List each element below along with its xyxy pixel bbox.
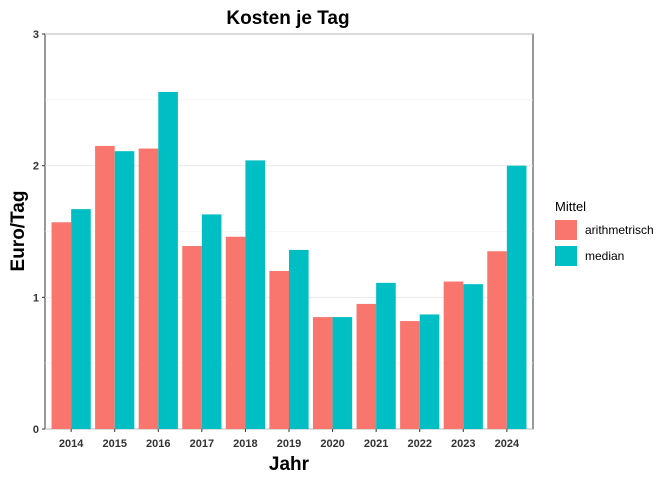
bar-median-2022 — [419, 314, 440, 429]
bar-median-2016 — [158, 91, 178, 429]
bar-arithmetrisch-2019 — [269, 271, 289, 429]
x-tick-label: 2014 — [59, 438, 84, 450]
x-tick-label: 2018 — [233, 438, 257, 450]
x-tick-label: 2021 — [364, 438, 388, 450]
bar-arithmetrisch-2020 — [312, 317, 333, 429]
legend-title: Mittel — [555, 199, 586, 214]
bar-median-2023 — [463, 284, 483, 429]
bar-arithmetrisch-2016 — [138, 148, 159, 430]
y-tick-label: 2 — [33, 161, 39, 173]
y-tick-label: 0 — [33, 424, 39, 436]
bars — [51, 91, 527, 430]
bar-median-2014 — [71, 209, 91, 429]
legend-label-median: median — [585, 249, 624, 263]
bar-median-2018 — [245, 160, 266, 429]
bar-arithmetrisch-2015 — [95, 145, 115, 429]
legend: Mittel arithmetrisch median — [555, 199, 654, 266]
x-axis-ticks: 2014 2015 2016 2017 2018 2019 2020 2021 2022 2023… — [59, 429, 520, 450]
legend-label-arithmetrisch: arithmetrisch — [585, 223, 654, 237]
x-tick-label: 2016 — [146, 438, 170, 450]
bar-median-2017 — [201, 214, 222, 429]
bar-arithmetrisch-2014 — [51, 222, 72, 429]
x-tick-label: 2022 — [407, 438, 431, 450]
y-tick-label: 3 — [33, 29, 39, 41]
x-tick-label: 2024 — [495, 438, 520, 450]
chart-title: Kosten je Tag — [226, 8, 349, 29]
legend-swatch-arithmetrisch — [555, 220, 577, 240]
y-axis-title: Euro/Tag — [8, 191, 29, 272]
x-tick-label: 2020 — [320, 438, 344, 450]
bar-median-2024 — [506, 165, 527, 429]
bar-arithmetrisch-2021 — [356, 303, 377, 429]
bar-median-2020 — [332, 317, 353, 429]
legend-swatch-median — [555, 246, 577, 266]
bar-median-2019 — [289, 249, 309, 429]
y-tick-label: 1 — [33, 292, 39, 304]
x-tick-label: 2023 — [451, 438, 475, 450]
bar-arithmetrisch-2022 — [400, 321, 420, 429]
bar-median-2021 — [376, 282, 396, 429]
x-tick-label: 2017 — [190, 438, 214, 450]
y-axis-ticks: 0 1 2 3 — [33, 29, 45, 436]
bar-arithmetrisch-2024 — [487, 251, 507, 429]
x-tick-label: 2015 — [102, 438, 126, 450]
bar-arithmetrisch-2018 — [225, 236, 246, 429]
bar-arithmetrisch-2023 — [443, 281, 464, 429]
bar-median-2015 — [114, 151, 135, 429]
x-axis-title: Jahr — [269, 454, 310, 475]
x-tick-label: 2019 — [277, 438, 301, 450]
bar-arithmetrisch-2017 — [182, 245, 202, 429]
